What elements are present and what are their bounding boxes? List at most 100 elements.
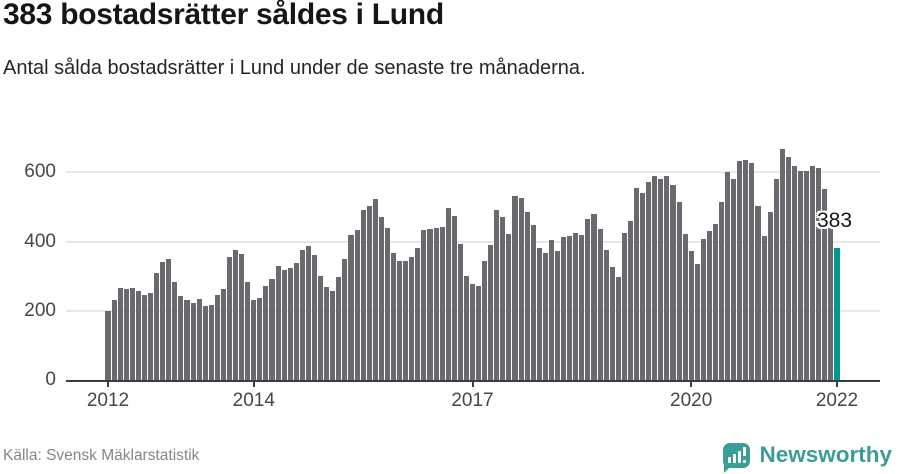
bar: [372, 199, 378, 380]
bar: [524, 211, 530, 380]
last-value-label: 383: [817, 209, 853, 232]
x-tick-label: 2014: [232, 390, 275, 411]
bar: [275, 266, 281, 380]
bar: [688, 250, 694, 380]
bar: [196, 298, 202, 380]
bar: [785, 156, 791, 380]
bar: [342, 258, 348, 380]
bar: [603, 249, 609, 380]
bar: [312, 255, 318, 380]
bar: [798, 171, 804, 380]
bar: [457, 244, 463, 380]
bar: [767, 211, 773, 380]
plot-area: [66, 135, 880, 382]
bar: [257, 298, 263, 380]
bar: [202, 305, 208, 380]
bar: [609, 267, 615, 380]
bar: [749, 163, 755, 380]
bar: [676, 201, 682, 380]
bar: [281, 270, 287, 380]
bar: [135, 290, 141, 380]
logo-bar-icon: [733, 453, 737, 463]
bar: [542, 253, 548, 380]
bar: [348, 235, 354, 380]
bar: [694, 263, 700, 380]
logo-bar-icon: [738, 450, 742, 463]
bar: [627, 221, 633, 380]
bar: [141, 294, 147, 380]
bar: [591, 213, 597, 380]
bar: [810, 165, 816, 380]
gridline-y400: [66, 240, 880, 243]
bar: [390, 253, 397, 380]
bar: [190, 303, 196, 380]
bar: [403, 261, 409, 380]
x-tick-label: 2012: [86, 390, 130, 411]
bar: [360, 210, 366, 380]
bar: [111, 299, 117, 380]
chart-subtitle: Antal sålda bostadsrätter i Lund under d…: [3, 57, 586, 79]
bar: [561, 237, 567, 380]
bar: [585, 219, 591, 380]
bar: [451, 216, 457, 380]
bar: [378, 217, 384, 380]
bar: [791, 165, 798, 380]
bar: [573, 232, 579, 380]
bar: [828, 223, 834, 380]
bar: [658, 179, 664, 380]
bar: [160, 262, 166, 380]
bar: [779, 148, 785, 380]
bar: [822, 189, 828, 380]
bar: [633, 187, 640, 380]
bar: [263, 286, 269, 380]
bar: [226, 256, 233, 380]
bar: [469, 283, 476, 380]
bar: [397, 261, 403, 380]
bar: [731, 178, 737, 380]
bar: [518, 198, 524, 380]
highlighted-bar: [834, 247, 840, 380]
bar: [445, 207, 451, 380]
bar: [354, 229, 360, 380]
bar: [269, 278, 275, 380]
bar: [555, 250, 561, 380]
bar: [299, 250, 305, 380]
bar: [670, 185, 676, 380]
bar: [743, 159, 749, 380]
bar: [239, 253, 245, 380]
x-axis-line: [66, 379, 880, 382]
bar: [147, 292, 154, 380]
bar: [129, 288, 135, 380]
bar: [330, 290, 336, 380]
bar: [512, 195, 518, 380]
source-note: Källa: Svensk Mäklarstatistik: [3, 447, 200, 464]
bar: [409, 256, 415, 380]
x-tick-label: 2020: [670, 390, 713, 411]
x-tick-mark: [252, 381, 255, 387]
logo-exclamation-dot-icon: [743, 459, 747, 463]
newsworthy-logo: Newsworthy: [723, 440, 892, 473]
bar: [233, 249, 239, 380]
bar: [621, 232, 627, 380]
bar: [761, 235, 767, 380]
bar: [664, 175, 670, 380]
bar: [117, 288, 123, 380]
bar: [220, 288, 226, 380]
bar: [706, 230, 712, 380]
bar: [172, 282, 178, 380]
bar: [488, 245, 494, 380]
bar: [245, 281, 251, 380]
y-tick-label: 600: [24, 161, 56, 183]
bar: [324, 287, 330, 380]
bar: [652, 175, 658, 380]
bar: [166, 258, 172, 380]
bar: [725, 172, 731, 380]
bar: [682, 234, 688, 380]
bar: [773, 178, 779, 380]
logo-bar-icon: [728, 456, 732, 463]
bar: [439, 227, 445, 380]
y-tick-label: 0: [45, 369, 56, 390]
bar: [154, 273, 160, 380]
bar: [214, 294, 220, 380]
